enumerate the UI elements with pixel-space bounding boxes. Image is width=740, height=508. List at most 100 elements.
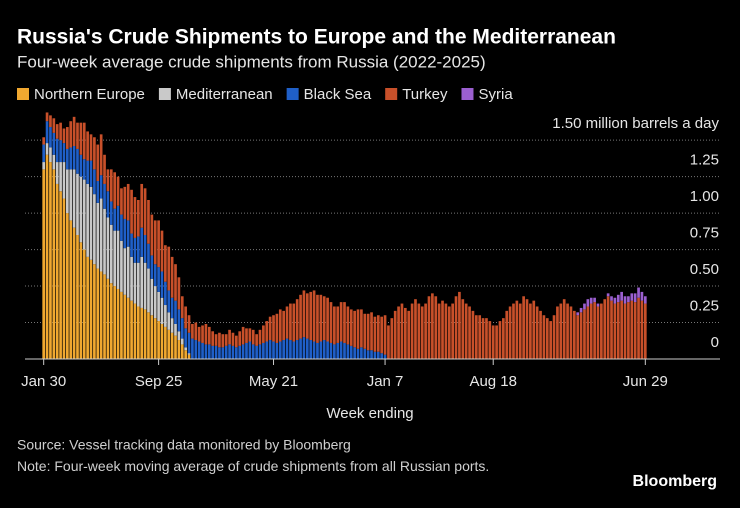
bar-segment	[62, 198, 66, 359]
bar-segment	[589, 303, 593, 359]
bar-segment	[600, 303, 603, 359]
bar-segment	[326, 341, 329, 359]
bar-segment	[235, 347, 238, 359]
bar-segment	[55, 124, 59, 139]
bar-segment	[72, 146, 76, 170]
bar-segment	[285, 306, 289, 339]
bar-segment	[76, 173, 79, 235]
bar-segment	[485, 318, 488, 359]
bar-segment	[258, 344, 262, 359]
bar-segment	[96, 144, 100, 182]
bar-segment	[529, 303, 532, 359]
bar-segment	[72, 169, 76, 228]
bar-segment	[55, 162, 59, 184]
bar-segment	[518, 303, 522, 359]
bar-segment	[312, 290, 316, 342]
bar-segment	[637, 287, 640, 298]
bar-segment	[184, 350, 187, 359]
bar-segment	[640, 291, 644, 301]
bar-segment	[569, 306, 573, 359]
bar-segment	[62, 162, 66, 199]
bar-segment	[593, 302, 596, 359]
bar-segment	[79, 242, 83, 359]
bar-segment	[49, 115, 52, 128]
y-tick-label: 0.75	[690, 225, 719, 242]
bar-segment	[180, 296, 184, 319]
bar-segment	[130, 256, 133, 301]
bar-segment	[52, 132, 56, 155]
bar-segment	[62, 143, 66, 163]
bar-segment	[373, 316, 377, 352]
bar-segment	[265, 341, 269, 359]
bar-segment	[45, 143, 49, 155]
bar-segment	[295, 340, 299, 359]
bar-segment	[218, 347, 221, 359]
bar-segment	[596, 303, 600, 307]
bar-segment	[245, 328, 248, 343]
bar-segment	[478, 315, 482, 359]
bar-segment	[610, 300, 613, 359]
bar-segment	[103, 208, 106, 275]
bar-segment	[45, 154, 49, 359]
bar-segment	[238, 331, 242, 346]
bar-segment	[136, 236, 140, 263]
bar-segment	[390, 318, 394, 359]
bar-segment	[201, 342, 204, 359]
bar-segment	[143, 188, 147, 235]
bar-segment	[170, 256, 174, 298]
bar-segment	[420, 306, 424, 359]
bar-segment	[414, 299, 417, 359]
bar-segment	[140, 256, 144, 308]
bar-segment	[579, 307, 583, 313]
bar-segment	[89, 186, 93, 260]
bar-segment	[400, 303, 404, 359]
legend-swatch	[385, 88, 398, 100]
bar-segment	[356, 348, 360, 359]
bar-segment	[177, 340, 181, 359]
bar-segment	[610, 296, 613, 301]
bar-segment	[616, 294, 620, 303]
bar-segment	[370, 312, 373, 351]
bar-segment	[99, 134, 103, 176]
bar-segment	[627, 296, 630, 303]
bar-segment	[522, 296, 525, 359]
bar-segment	[576, 312, 580, 316]
bar-segment	[133, 237, 137, 263]
bar-segment	[505, 310, 509, 359]
bar-segment	[160, 323, 164, 359]
bar-segment	[42, 169, 46, 359]
bar-segment	[99, 271, 103, 359]
bar-segment	[140, 227, 144, 257]
bar-segment	[299, 294, 302, 339]
bar-segment	[295, 299, 299, 341]
bar-segment	[316, 342, 319, 359]
bar-segment	[302, 290, 306, 338]
bar-segment	[623, 303, 627, 359]
bar-segment	[86, 256, 89, 359]
bar-segment	[309, 340, 313, 359]
bar-segment	[376, 315, 380, 352]
bar-segment	[289, 340, 292, 359]
bar-segment	[99, 198, 103, 272]
bar-segment	[93, 264, 96, 359]
bar-segment	[52, 154, 56, 170]
bar-segment	[89, 259, 93, 359]
bar-segment	[143, 235, 147, 263]
bar-segment	[133, 303, 137, 359]
bar-segment	[329, 342, 333, 359]
bar-segment	[251, 329, 255, 345]
bar-segment	[62, 128, 66, 144]
bar-segment	[349, 309, 353, 346]
bar-segment	[153, 264, 157, 287]
bar-segment	[174, 323, 177, 336]
bar-segment	[272, 315, 275, 342]
bar-segment	[133, 262, 137, 304]
bar-segment	[235, 335, 238, 348]
bar-segment	[630, 293, 634, 301]
bar-segment	[224, 334, 228, 346]
bar-segment	[299, 338, 302, 359]
bar-segment	[248, 328, 252, 342]
bar-segment	[373, 351, 377, 359]
bar-segment	[157, 220, 160, 268]
bar-segment	[66, 148, 69, 170]
